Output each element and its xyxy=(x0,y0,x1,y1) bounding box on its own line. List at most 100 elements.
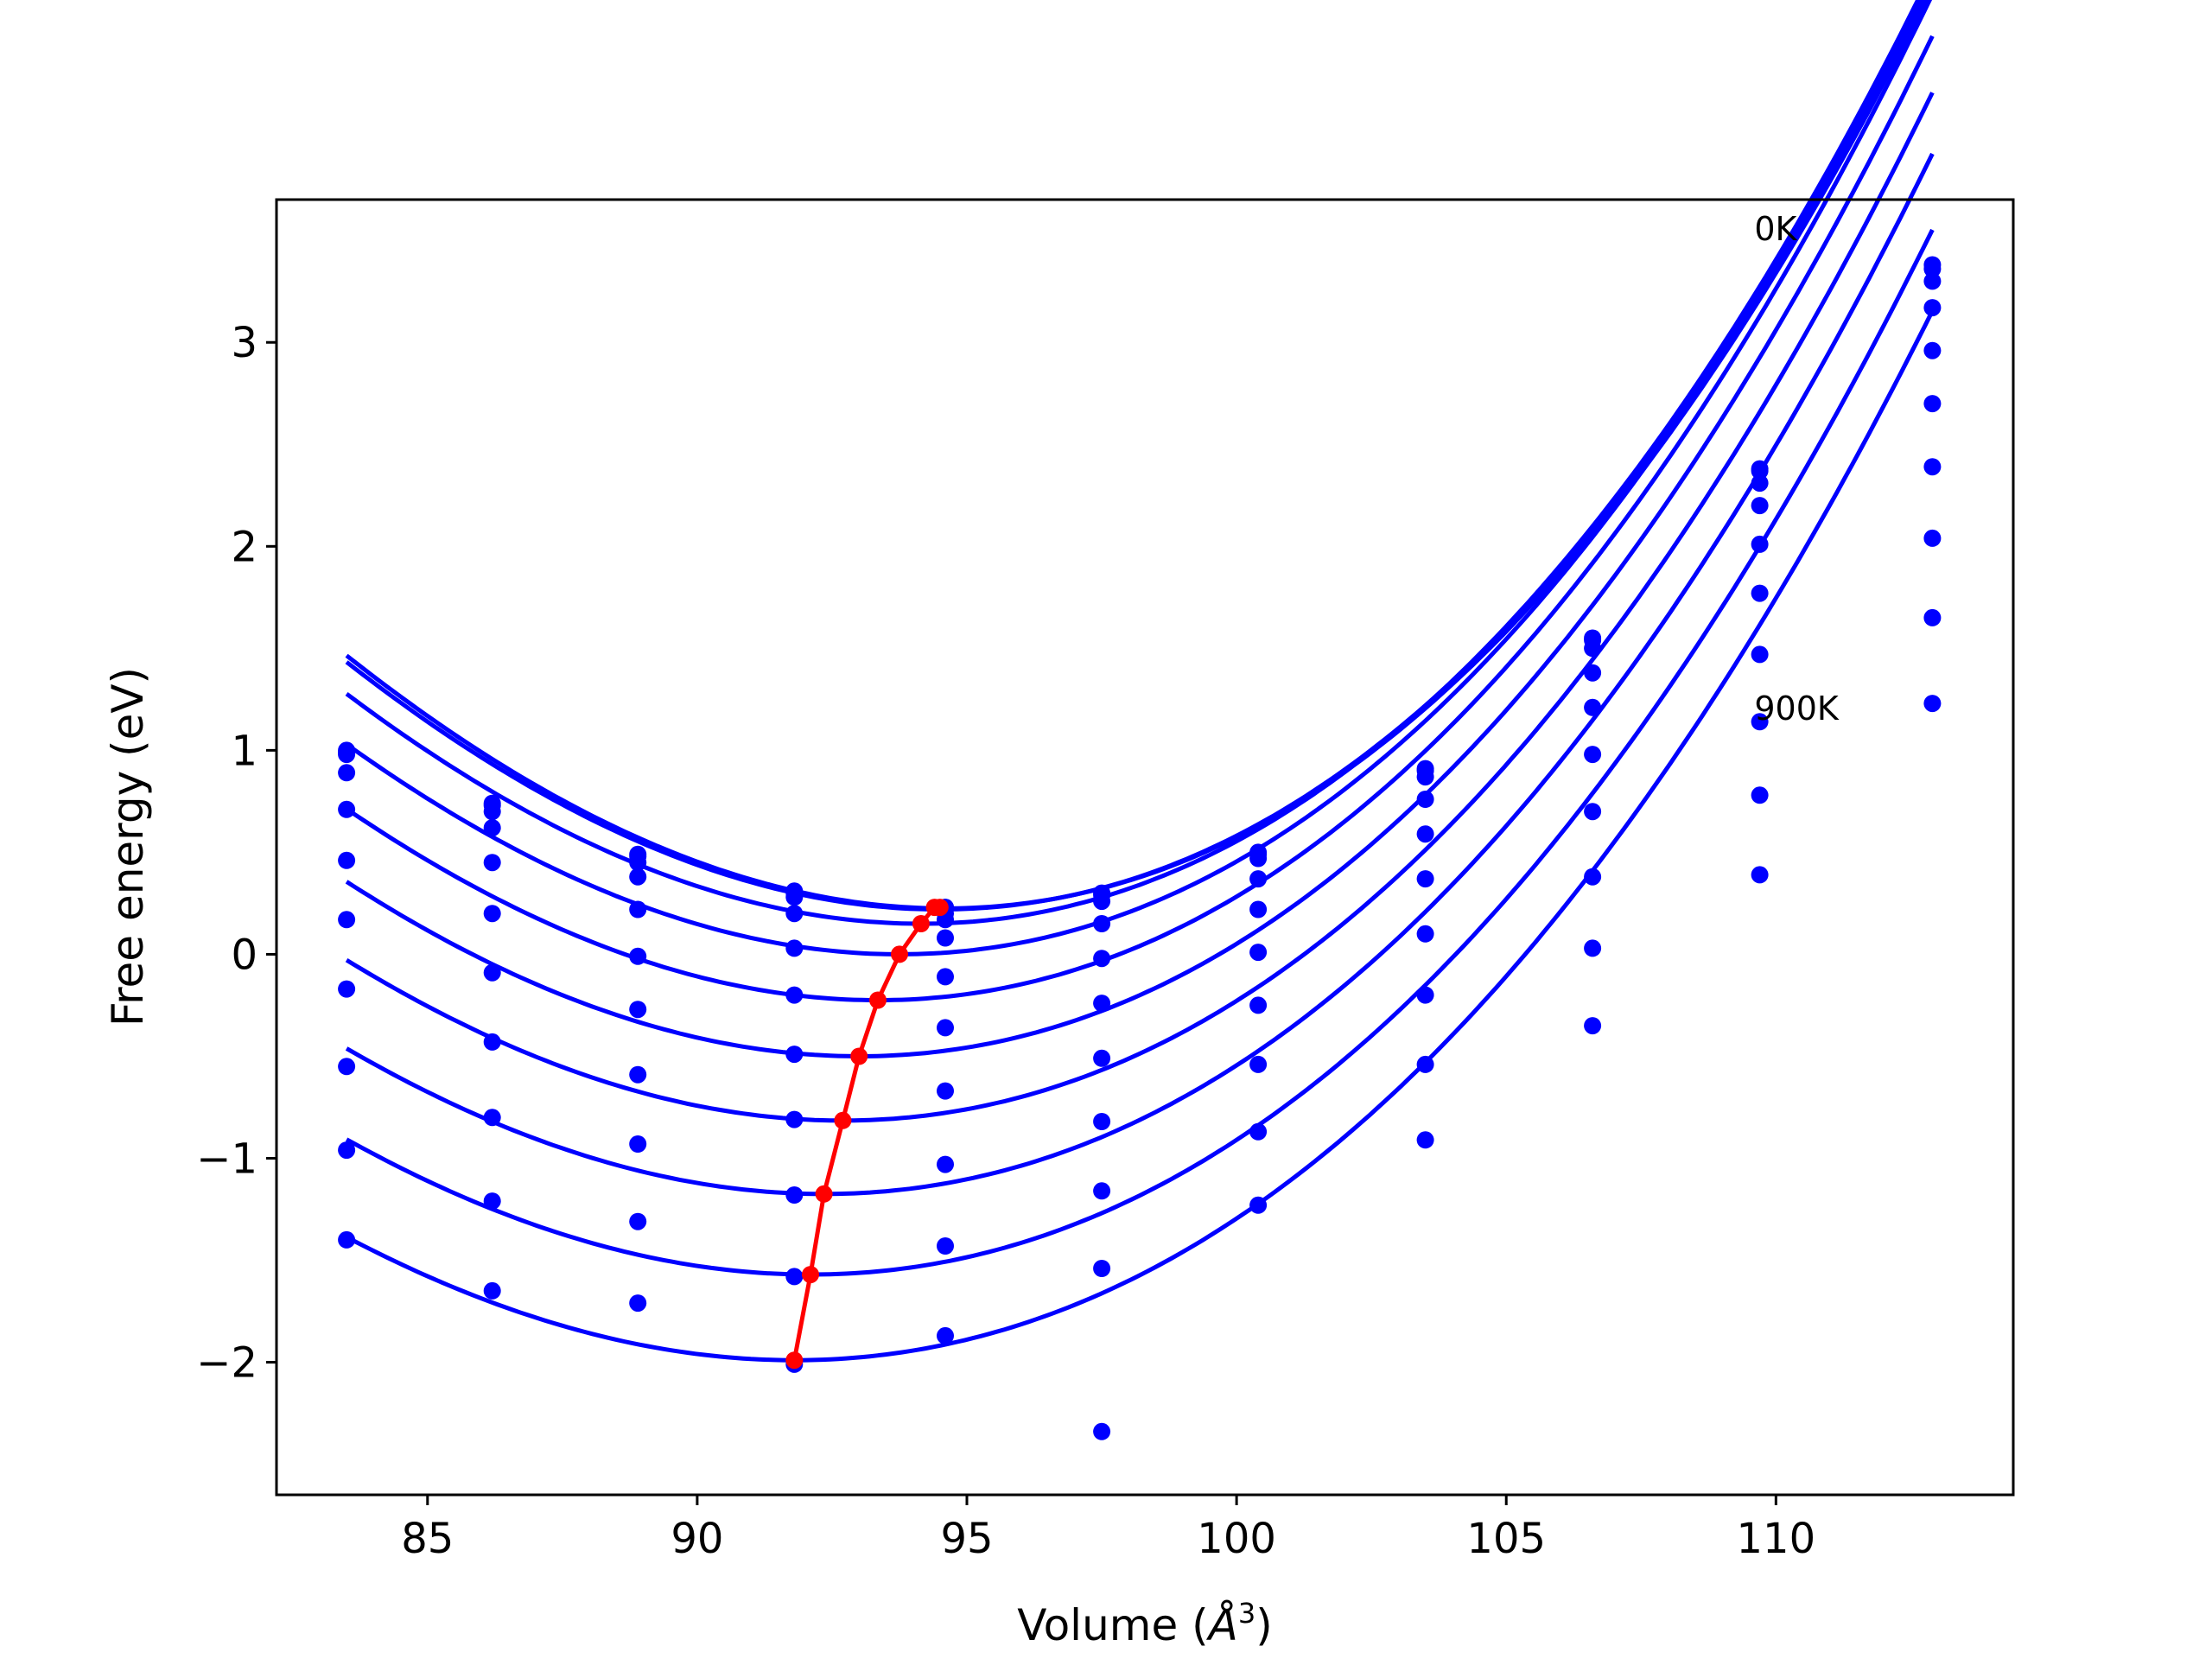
data-point xyxy=(1249,900,1268,918)
data-point xyxy=(1584,639,1602,658)
x-axis-label: Volume (Å3) xyxy=(1017,1597,1272,1650)
data-point xyxy=(338,1058,356,1076)
data-point xyxy=(785,888,804,906)
data-point xyxy=(483,854,501,872)
data-point xyxy=(1584,939,1602,957)
data-point xyxy=(1249,870,1268,888)
data-point xyxy=(338,746,356,764)
data-point xyxy=(1923,341,1942,359)
y-axis-label: Free energy (eV) xyxy=(103,667,153,1027)
data-point xyxy=(1751,786,1769,804)
data-point xyxy=(1751,645,1769,664)
data-point xyxy=(1093,1422,1111,1440)
data-point xyxy=(1923,695,1942,713)
data-point xyxy=(785,1110,804,1128)
data-point xyxy=(785,939,804,957)
data-point xyxy=(1923,272,1942,290)
data-point xyxy=(1751,535,1769,553)
data-point xyxy=(629,1065,647,1084)
fit-curve-6 xyxy=(345,35,1935,1059)
fit-curve-3 xyxy=(345,0,1921,926)
data-point xyxy=(1416,768,1434,786)
annotations: 0K 900K xyxy=(1754,210,1840,728)
x-axis-ticks: 85 90 95 100 105 110 xyxy=(401,1495,1815,1563)
data-point xyxy=(1093,1049,1111,1067)
x-tick-label: 95 xyxy=(940,1515,993,1563)
data-point xyxy=(1923,608,1942,626)
temperature-annotation: 900K xyxy=(1754,690,1840,728)
data-point xyxy=(785,986,804,1004)
data-point xyxy=(1416,925,1434,943)
data-point xyxy=(785,1046,804,1064)
minima-point xyxy=(925,899,944,917)
data-point xyxy=(1584,664,1602,682)
data-point xyxy=(1416,791,1434,808)
data-point xyxy=(483,1192,501,1211)
data-point xyxy=(483,1281,501,1300)
data-point xyxy=(1584,1017,1602,1035)
data-point xyxy=(937,1082,954,1100)
data-point xyxy=(1923,395,1942,413)
y-tick-label: −1 xyxy=(196,1135,257,1183)
data-point xyxy=(1416,986,1434,1004)
data-point xyxy=(785,1186,804,1204)
data-point xyxy=(937,929,954,947)
minima-point xyxy=(815,1185,833,1203)
data-point xyxy=(1093,995,1111,1013)
data-point xyxy=(1249,849,1268,868)
x-tick-label: 85 xyxy=(401,1515,454,1563)
minima-point xyxy=(912,915,930,932)
minima-point xyxy=(891,945,908,963)
data-point xyxy=(483,803,501,821)
data-point xyxy=(937,1326,954,1344)
fit-curve-10 xyxy=(345,309,1935,1363)
data-point xyxy=(1249,1196,1268,1214)
data-point xyxy=(483,1033,501,1051)
data-point xyxy=(1923,458,1942,476)
data-point xyxy=(1093,893,1111,911)
data-point xyxy=(1751,462,1769,480)
data-point xyxy=(1584,746,1602,764)
data-point xyxy=(1416,1055,1434,1073)
data-point xyxy=(1093,915,1111,932)
data-point xyxy=(629,1135,647,1153)
data-point xyxy=(937,1155,954,1173)
minima-point xyxy=(850,1047,868,1065)
y-tick-label: 2 xyxy=(231,523,257,571)
data-point xyxy=(1923,260,1942,278)
data-point xyxy=(483,819,501,837)
fit-curves xyxy=(345,0,1935,1363)
data-point xyxy=(1093,1113,1111,1130)
data-point xyxy=(338,800,356,818)
data-point xyxy=(937,968,954,986)
data-point xyxy=(1923,529,1942,547)
data-point xyxy=(1416,825,1434,843)
data-point xyxy=(1584,803,1602,821)
data-point xyxy=(483,905,501,923)
plot-frame xyxy=(275,198,2015,1497)
data-point xyxy=(629,1212,647,1230)
data-points xyxy=(338,256,1942,1440)
data-point xyxy=(629,900,647,918)
data-point xyxy=(1584,698,1602,716)
data-point xyxy=(338,911,356,929)
y-axis-ticks: −2 −1 0 1 2 3 xyxy=(196,319,276,1388)
data-point xyxy=(785,1268,804,1286)
data-point xyxy=(1249,1122,1268,1141)
x-tick-label: 90 xyxy=(671,1515,723,1563)
data-point xyxy=(1249,944,1268,962)
data-point xyxy=(629,1294,647,1313)
minima-point xyxy=(869,991,887,1009)
x-tick-label: 110 xyxy=(1737,1515,1816,1563)
data-point xyxy=(338,1230,356,1249)
data-point xyxy=(1751,584,1769,602)
minima-path xyxy=(785,899,949,1370)
y-tick-label: 1 xyxy=(231,727,257,775)
fit-curve-4 xyxy=(345,0,1923,957)
data-point xyxy=(1584,868,1602,886)
data-point xyxy=(629,868,647,886)
temperature-annotation: 0K xyxy=(1754,210,1797,248)
minima-line xyxy=(791,905,940,1361)
data-point xyxy=(1093,950,1111,968)
data-point xyxy=(1093,1182,1111,1200)
